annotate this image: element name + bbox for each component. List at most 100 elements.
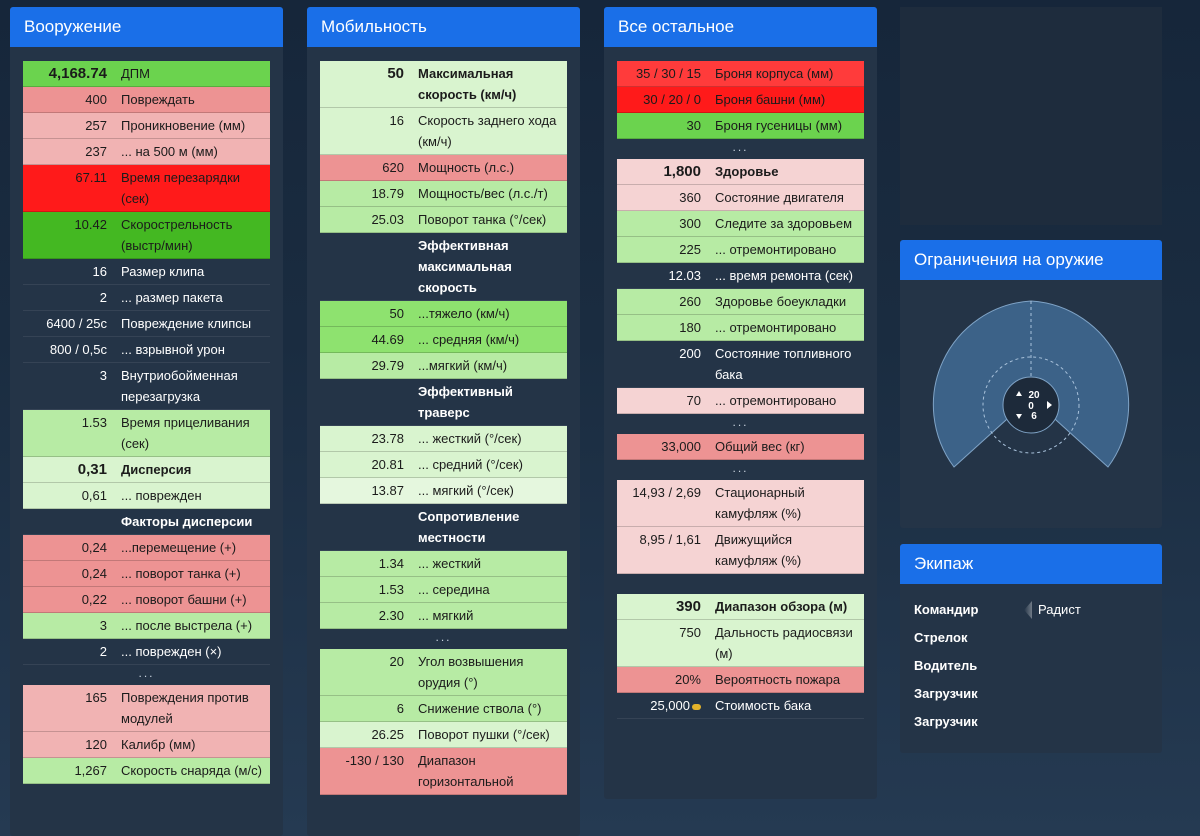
other-title: Все остальное — [604, 7, 877, 47]
firepower-panel: Вооружение 4,168.74 ДПМ 400 Повреждать 257 Пр… — [10, 7, 283, 836]
stat-value-text: 1,267 — [74, 763, 107, 778]
stat-row: 120 Калибр (мм) — [23, 732, 270, 758]
gold-coin-icon — [692, 703, 701, 710]
crew-extra-label: Радист — [1038, 602, 1081, 617]
stat-value-text: 120 — [85, 737, 107, 752]
stat-value: 2 — [23, 639, 115, 664]
stat-value: 800 / 0,5с — [23, 337, 115, 362]
stat-value: 44.69 — [320, 327, 412, 352]
stat-row: 25.03 Поворот танка (°/сек) — [320, 207, 567, 233]
crew-member-row[interactable]: Командир Радист — [914, 596, 1148, 624]
stat-value-text: 20 — [389, 654, 404, 669]
stat-row: 0,24 ...перемещение (+) — [23, 535, 270, 561]
stat-value-text: 67.11 — [75, 170, 107, 185]
gun-arc-guide — [982, 356, 1080, 454]
stat-label: Диапазон обзора (м) — [715, 599, 848, 614]
stat-value: 0,61 — [23, 483, 115, 508]
stat-label: ... отремонтировано — [715, 393, 837, 408]
stat-row: 20 Угол возвышения орудия (°) — [320, 649, 567, 696]
crew-member-row[interactable]: Загрузчик — [914, 708, 1148, 736]
other-panel: Все остальное 35 / 30 / 15 Броня корпуса … — [604, 7, 877, 799]
stat-label: ... середина — [418, 582, 490, 597]
stat-value-text: 20% — [674, 672, 701, 687]
stat-value-text: 16 — [92, 264, 107, 279]
stat-label: Стоимость бака — [715, 698, 812, 713]
stat-label: ... жесткий — [418, 556, 482, 571]
stat-value: 1.53 — [320, 577, 412, 602]
stat-row: 3 ... после выстрела (+) — [23, 613, 270, 639]
stat-label: Эффективный траверс — [418, 384, 513, 420]
stat-value-text: 50 — [387, 65, 404, 82]
stat-value: 237 — [23, 139, 115, 164]
gun-center-dial — [1002, 376, 1060, 434]
stat-label: Дальность радиосвязи (м) — [715, 625, 853, 661]
stat-row: 2 ... поврежден (×) — [23, 639, 270, 665]
stat-value: 260 — [617, 289, 709, 314]
stat-label: ДПМ — [121, 66, 150, 81]
stat-value: 6 — [320, 696, 412, 721]
stat-value: 4,168.74 — [23, 61, 115, 86]
stat-label: Поворот пушки (°/сек) — [418, 727, 550, 742]
stat-value-text: -130 / 130 — [345, 753, 404, 768]
gun-limits-title: Ограничения на оружие — [900, 240, 1162, 280]
stat-value-text: 1.53 — [378, 582, 404, 597]
crew-role: Командир — [914, 602, 979, 617]
crew-member-row[interactable]: Загрузчик — [914, 680, 1148, 708]
stat-row: 16 Скорость заднего хода (км/ч) — [320, 108, 567, 155]
crew-member-row[interactable]: Стрелок — [914, 624, 1148, 652]
stat-label: ... поврежден (×) — [121, 644, 222, 659]
stat-value-text: 44.69 — [371, 332, 404, 347]
stat-value-text: 300 — [679, 216, 701, 231]
stat-row: 44.69 ... средняя (км/ч) — [320, 327, 567, 353]
stat-label: ... на 500 м (мм) — [121, 144, 218, 159]
stat-label: Калибр (мм) — [121, 737, 196, 752]
stat-value — [320, 504, 412, 508]
stat-value: 20.81 — [320, 452, 412, 477]
stat-value-text: 20.81 — [371, 457, 404, 472]
stat-label: ... отремонтировано — [715, 320, 837, 335]
stat-row: 50 Максимальная скорость (км/ч) — [320, 61, 567, 108]
stat-label: Броня башни (мм) — [715, 92, 826, 107]
stat-value: 3 — [23, 363, 115, 388]
stat-value: 14,93 / 2,69 — [617, 480, 709, 505]
elevation-up-icon — [1016, 391, 1022, 396]
stat-row: 3 Внутриобойменная перезагрузка — [23, 363, 270, 410]
stat-row: 20.81 ... средний (°/сек) — [320, 452, 567, 478]
stat-value: 0,24 — [23, 561, 115, 586]
stat-row: 20% Вероятность пожара — [617, 667, 864, 693]
stat-value: 25,000 — [617, 693, 709, 718]
crew-arrow-icon — [1024, 601, 1032, 619]
stat-value: 120 — [23, 732, 115, 757]
traverse-right-icon — [1047, 401, 1052, 409]
stat-value-text: 0,24 — [81, 566, 107, 581]
stat-label: Повреждать — [121, 92, 195, 107]
more-dots: ... — [732, 461, 749, 475]
tank-image-area — [900, 7, 1162, 225]
stat-label: Здоровье боеукладки — [715, 294, 847, 309]
stat-row: 33,000 Общий вес (кг) — [617, 434, 864, 460]
stat-row: 400 Повреждать — [23, 87, 270, 113]
stat-row: 800 / 0,5с ... взрывной урон — [23, 337, 270, 363]
stat-label: Повреждения против модулей — [121, 690, 249, 726]
stat-label: Сопротивление местности — [418, 509, 520, 545]
stat-value — [23, 509, 115, 513]
stat-value: 30 / 20 / 0 — [617, 87, 709, 112]
stat-value-text: 2 — [99, 644, 107, 659]
crew-member-row[interactable]: Водитель — [914, 652, 1148, 680]
stat-row: 1.34 ... жесткий — [320, 551, 567, 577]
more-dots: ... — [138, 666, 155, 680]
stat-row: 1.53 Время прицеливания (сек) — [23, 410, 270, 457]
stat-label: ... средняя (км/ч) — [418, 332, 520, 347]
stat-value-text: 1.34 — [378, 556, 404, 571]
stat-value: 390 — [617, 594, 709, 619]
stat-value: 3 — [23, 613, 115, 638]
crew-title: Экипаж — [900, 544, 1162, 584]
gun-limits-panel: Ограничения на оружие 20 0 6 — [900, 240, 1162, 528]
stat-value: 257 — [23, 113, 115, 138]
stat-value-text: 12.03 — [668, 268, 701, 283]
stat-value-text: 800 / 0,5с — [49, 342, 107, 357]
stat-row: 8,95 / 1,61 Движущийся камуфляж (%) — [617, 527, 864, 574]
stat-label: Броня корпуса (мм) — [715, 66, 834, 81]
stat-value: 2.30 — [320, 603, 412, 628]
stat-value: 20 — [320, 649, 412, 674]
